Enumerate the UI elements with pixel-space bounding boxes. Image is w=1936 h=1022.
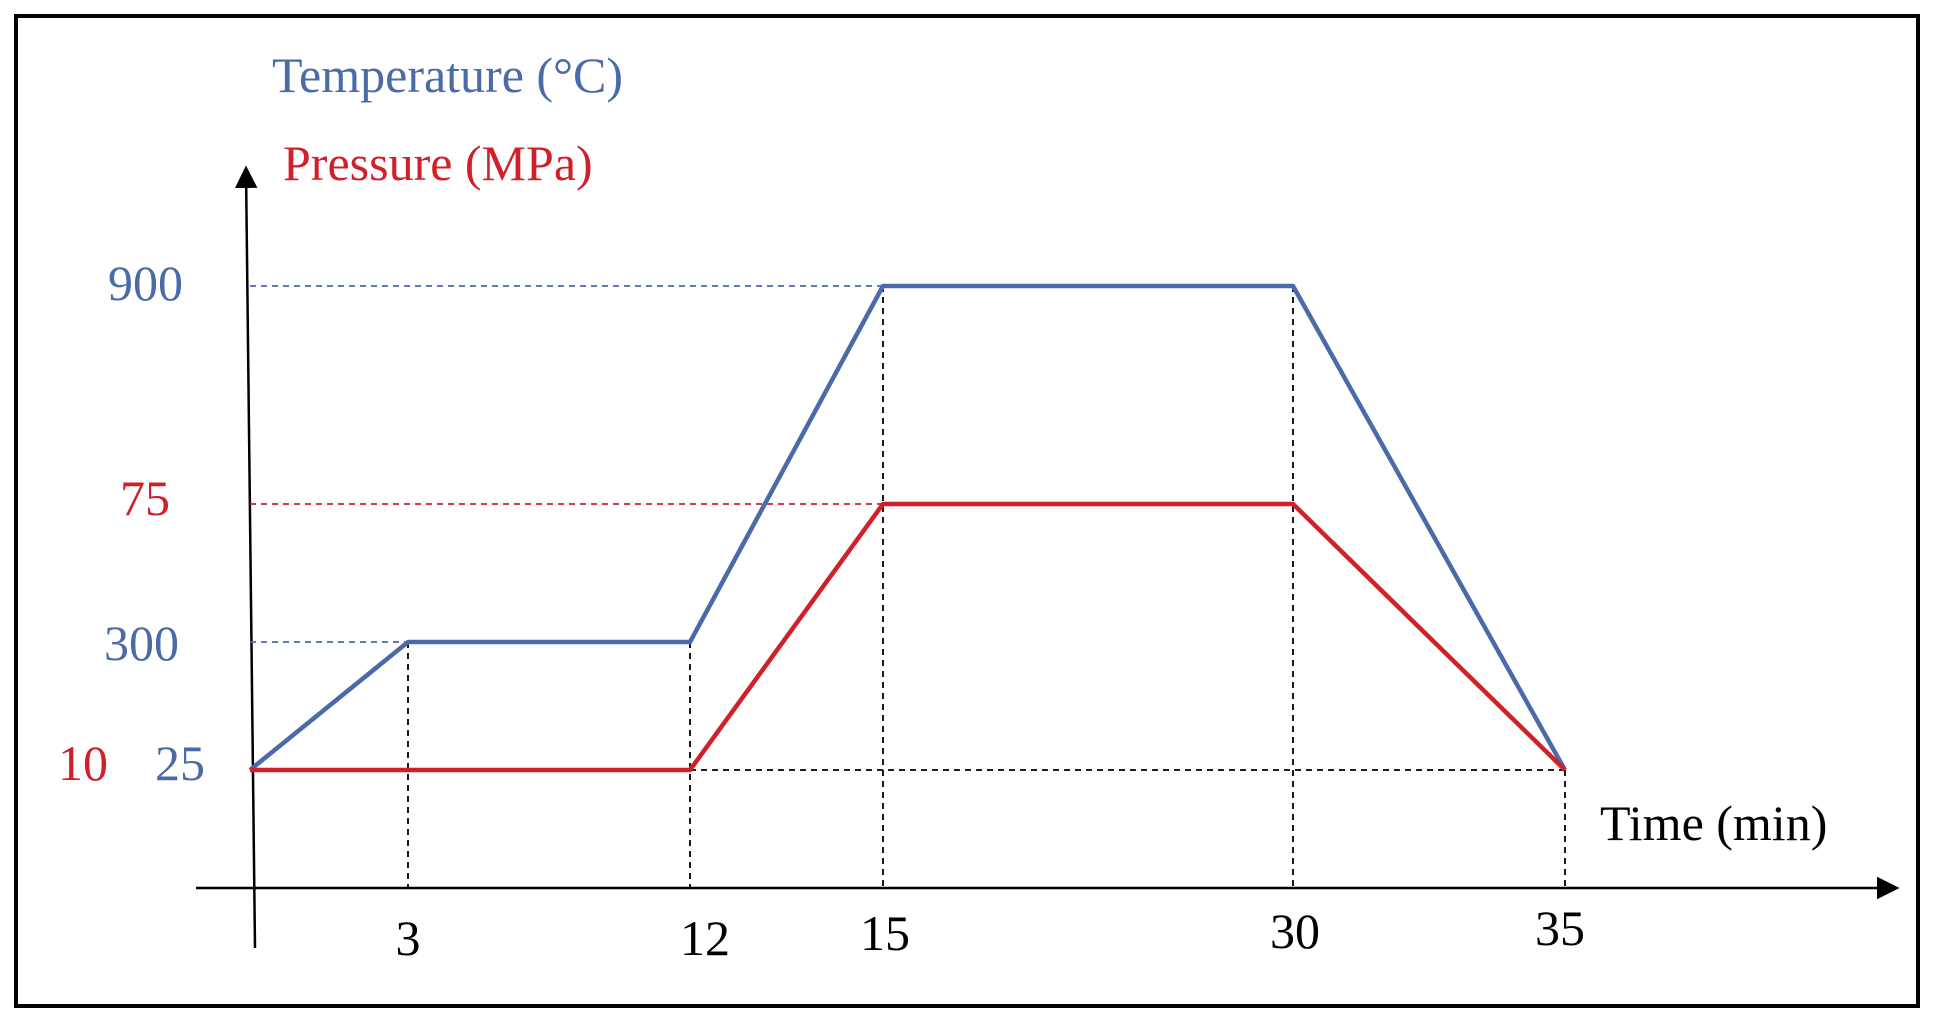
pressure-line (250, 501, 1567, 773)
x-tick-12: 12 (680, 910, 730, 966)
x-tick-30: 30 (1270, 903, 1320, 959)
x-tick-15: 15 (860, 905, 910, 961)
y-tick-pressure-75: 75 (120, 470, 170, 526)
temperature-line (248, 283, 1567, 772)
x-tick-35: 35 (1535, 900, 1585, 956)
series-lines (248, 283, 1567, 773)
x-tick-3: 3 (396, 910, 421, 966)
legend-temperature: Temperature (°C) (272, 47, 623, 103)
x-axis-label: Time (min) (1600, 795, 1827, 851)
legend-pressure: Pressure (MPa) (283, 135, 593, 191)
y-tick-temp-300: 300 (104, 615, 179, 671)
y-axis (234, 165, 258, 949)
y-tick-temp-25: 25 (155, 735, 205, 791)
y-tick-pressure-10: 10 (58, 735, 108, 791)
y-tick-temp-900: 900 (108, 255, 183, 311)
chart-frame (14, 14, 1920, 1008)
reference-lines (250, 285, 1566, 888)
